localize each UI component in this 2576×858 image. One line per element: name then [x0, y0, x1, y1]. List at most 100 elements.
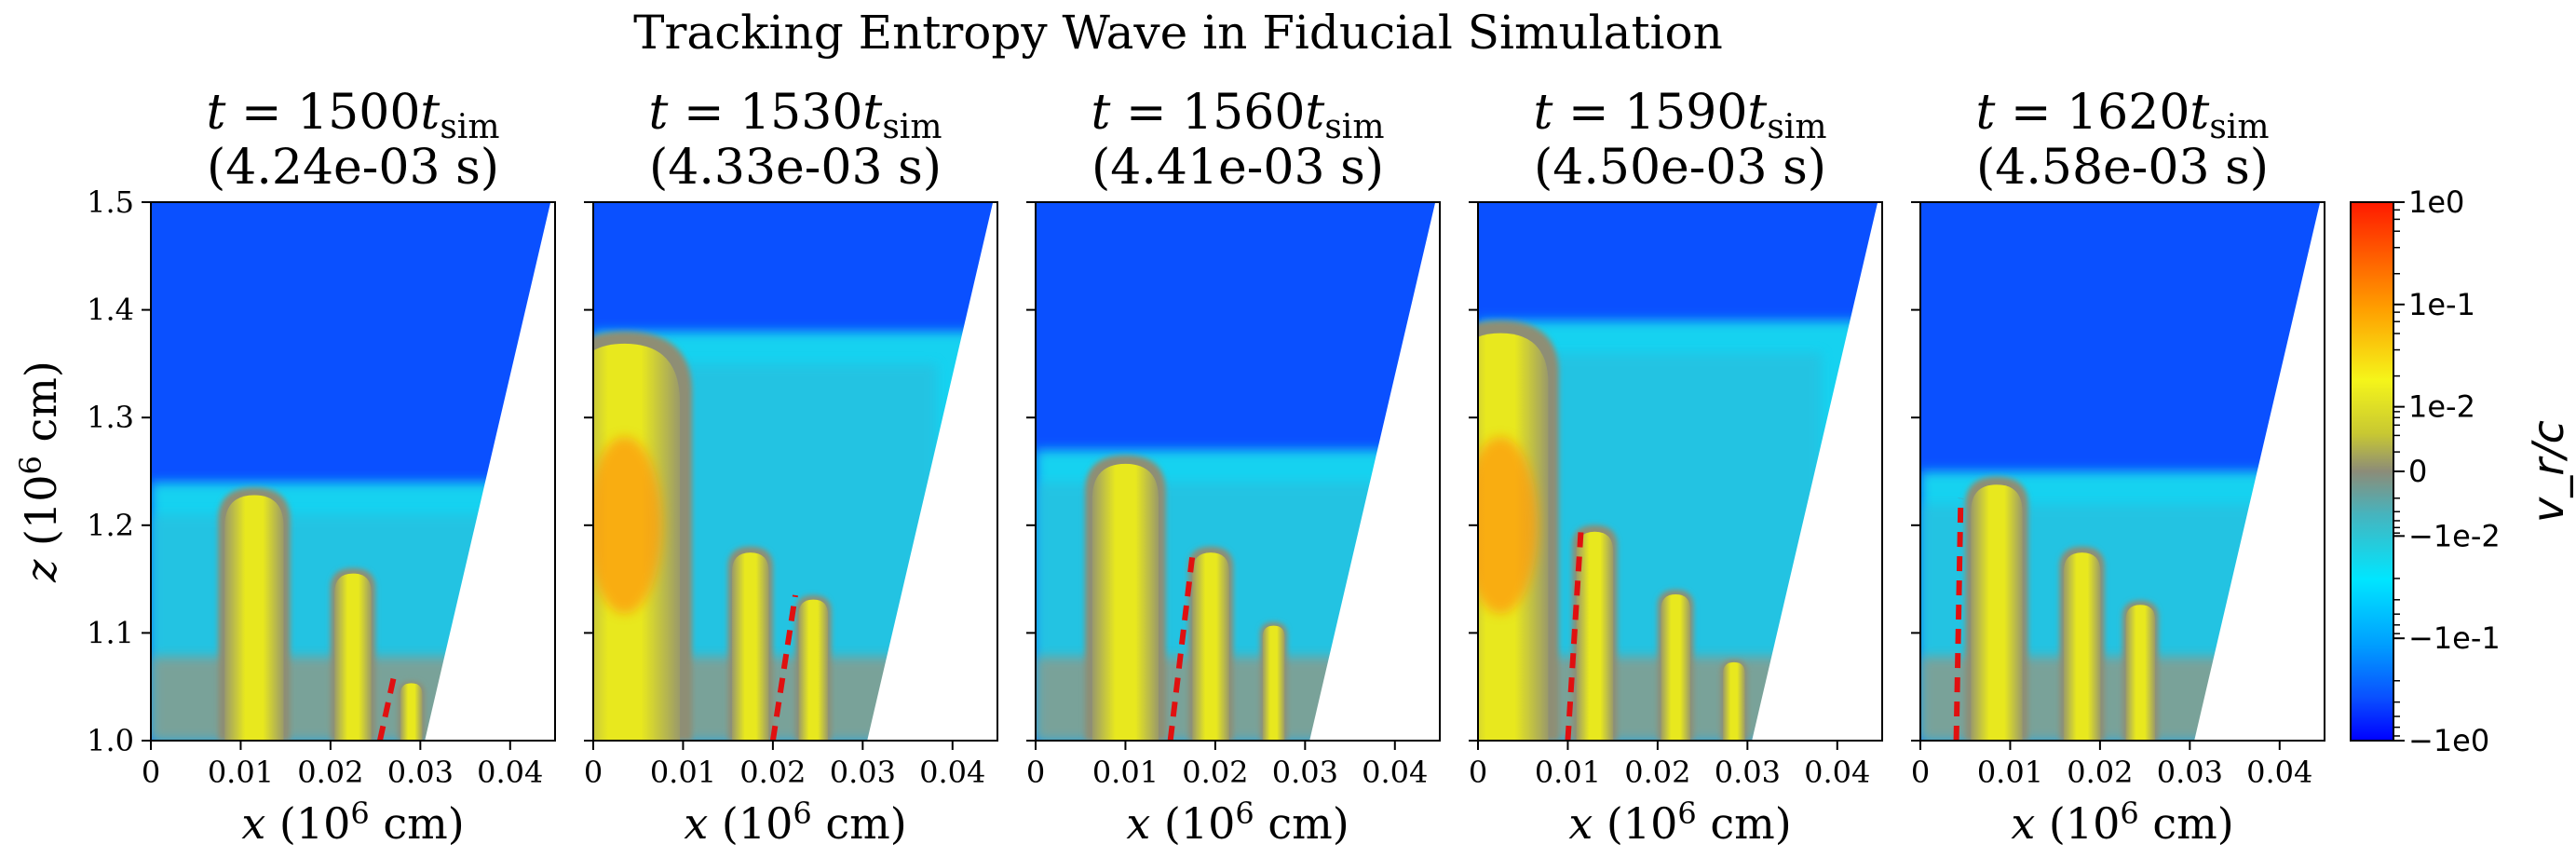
x-tick-label: 0: [1469, 755, 1487, 790]
heatmap-field: [1920, 202, 2325, 741]
boundary-wedge: [425, 202, 555, 741]
panel-time-label: t = 1560tsim: [1091, 85, 1385, 146]
x-tick-label: 0.01: [1535, 755, 1601, 790]
y-axis-label: z (106 cm): [13, 361, 66, 583]
colorbar-label: v_r/c: [2523, 420, 2573, 523]
colorbar: 1e0 1e-1 1e-2 0 −1e-2 −1e-1 −1e0 v_r/c: [2350, 184, 2573, 758]
x-tick-label: 0.02: [739, 755, 806, 790]
panel-time-label: t = 1590tsim: [1534, 85, 1827, 146]
colorbar-tick-label: −1e0: [2408, 723, 2489, 758]
panel-seconds-label: (4.58e-03 s): [1976, 140, 2269, 196]
x-axis-label: x (106 cm): [2011, 796, 2233, 849]
panel-seconds-label: (4.41e-03 s): [1091, 140, 1384, 196]
x-tick-label: 0: [584, 755, 603, 790]
panel-time-label: t = 1620tsim: [1976, 85, 2270, 146]
plume-hot-core: [593, 436, 662, 614]
plume-3: [2125, 605, 2156, 741]
panel-time-label: t = 1530tsim: [649, 85, 942, 146]
panel-seconds-label: (4.50e-03 s): [1534, 140, 1826, 196]
panel-5: 0 0.01 0.02 0.03 0.04 x (106 cm) t = 1620tsim(…: [1911, 85, 2325, 849]
colorbar-tick-label: 0: [2408, 454, 2427, 489]
panel-4: 0 0.01 0.02 0.03 0.04 x (106 cm) t = 1590tsim(…: [1469, 85, 1883, 849]
x-tick-label: 0.02: [2067, 755, 2133, 790]
entropy-wave-marker: [769, 594, 798, 742]
axes-frame: [592, 201, 998, 742]
colorbar-tick-label: 1e0: [2408, 184, 2464, 220]
heatmap-field: [1036, 202, 1440, 741]
plume-2: [334, 573, 372, 741]
colorbar-tick-label: −1e-2: [2408, 518, 2501, 553]
panels-group: 0 0.01 0.02 0.03 0.04 1.0 1.1 1.2 1.3 1.4 1.5 x (10…: [13, 85, 2325, 849]
axes-frame: [1477, 201, 1883, 742]
x-tick-label: 0.01: [208, 755, 274, 790]
plume-1: [1091, 463, 1159, 741]
x-tick-label: 0.03: [830, 755, 896, 790]
x-tick-label: 0.04: [919, 755, 985, 790]
y-tick-label: 1.4: [87, 293, 134, 328]
plume-3: [798, 599, 829, 741]
x-axis-label: x (106 cm): [684, 796, 906, 849]
plume-2: [1576, 531, 1614, 741]
plume-2: [732, 552, 769, 741]
x-tick-label: 0.03: [1272, 755, 1338, 790]
x-axis-label: x (106 cm): [1126, 796, 1349, 849]
x-tick-label: 0: [1911, 755, 1930, 790]
boundary-wedge: [2194, 202, 2325, 741]
y-tick-label: 1.2: [87, 508, 134, 543]
x-tick-label: 0.04: [477, 755, 543, 790]
colorbar-ticks: 1e0 1e-1 1e-2 0 −1e-2 −1e-1 −1e0: [2393, 184, 2501, 758]
panel-3: 0 0.01 0.02 0.03 0.04 x (106 cm) t = 1560tsim(…: [1026, 85, 1441, 849]
x-tick-label: 0.02: [1182, 755, 1248, 790]
plume-3: [400, 683, 423, 741]
axes-frame: [150, 201, 556, 742]
entropy-wave-marker: [1565, 524, 1584, 742]
x-tick-label: 0.02: [297, 755, 363, 790]
x-tick-label: 0: [1026, 755, 1045, 790]
x-tick-label: 0.01: [650, 755, 716, 790]
boundary-wedge: [1752, 202, 1882, 741]
x-tick-label: 0.02: [1624, 755, 1690, 790]
x-axis-label: x (106 cm): [241, 796, 464, 849]
x-tick-label: 0: [142, 755, 160, 790]
panel-1: 0 0.01 0.02 0.03 0.04 1.0 1.1 1.2 1.3 1.4 1.5 x (10…: [87, 85, 556, 849]
y-tick-label: 1.3: [87, 400, 134, 435]
colorbar-tick-label: 1e-1: [2408, 287, 2475, 322]
x-tick-label: 0.03: [387, 755, 454, 790]
plume-4: [1723, 661, 1745, 741]
heatmap-field: [1478, 202, 1882, 741]
plume-1: [1971, 484, 2023, 741]
entropy-wave-marker: [377, 670, 399, 742]
x-axis-label: x (106 cm): [1568, 796, 1791, 849]
entropy-wave-marker: [1953, 497, 1964, 742]
panel-seconds-label: (4.24e-03 s): [207, 140, 499, 196]
y-tick-label: 1.1: [87, 615, 134, 650]
plume-hot-core: [1478, 436, 1539, 614]
heatmap-field: [593, 202, 997, 741]
colorbar-tick-label: −1e-1: [2408, 620, 2501, 656]
plume-2: [2063, 552, 2101, 741]
x-tick-label: 0.04: [2246, 755, 2312, 790]
panel-time-label: t = 1500tsim: [207, 85, 500, 146]
y-tick-label: 1.0: [87, 723, 134, 758]
axes-frame: [1919, 201, 2325, 742]
entropy-wave-marker: [1167, 552, 1196, 742]
plume-3: [1661, 594, 1690, 741]
panel-seconds-label: (4.33e-03 s): [649, 140, 942, 196]
figure-title: Tracking Entropy Wave in Fiducial Simula…: [633, 6, 1723, 60]
x-tick-label: 0.04: [1362, 755, 1428, 790]
plume-1: [224, 495, 284, 741]
colorbar-tick-label: 1e-2: [2408, 389, 2475, 425]
x-tick-label: 0.01: [1092, 755, 1159, 790]
heatmap-field: [151, 202, 555, 741]
panel-2: 0 0.01 0.02 0.03 0.04 x (106 cm) t = 1530tsim(…: [584, 85, 998, 849]
colorbar-bar: [2350, 201, 2394, 742]
axes-frame: [1035, 201, 1441, 742]
plume-3: [1262, 625, 1285, 741]
plume-2: [1192, 552, 1229, 741]
boundary-wedge: [867, 202, 997, 741]
x-tick-label: 0.03: [1715, 755, 1781, 790]
x-tick-label: 0.03: [2157, 755, 2223, 790]
x-tick-label: 0.04: [1804, 755, 1870, 790]
x-tick-label: 0.01: [1977, 755, 2043, 790]
boundary-wedge: [1309, 202, 1440, 741]
